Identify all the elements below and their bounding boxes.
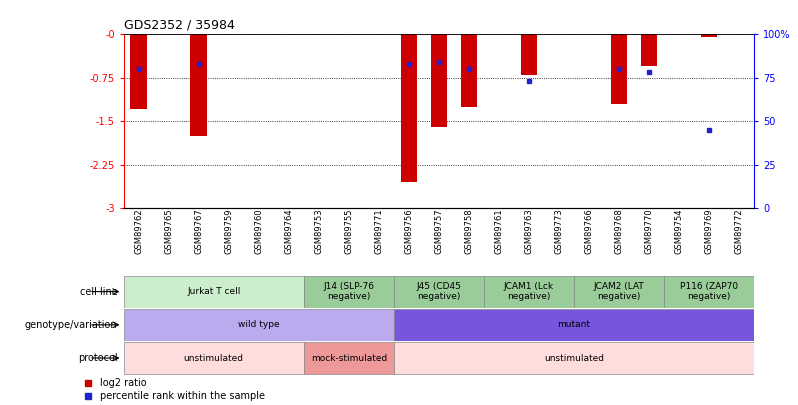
Bar <box>701 34 717 37</box>
Text: mock-stimulated: mock-stimulated <box>310 354 387 362</box>
Bar <box>574 276 664 307</box>
Text: GSM89762: GSM89762 <box>134 208 143 254</box>
Text: wild type: wild type <box>238 320 279 329</box>
Text: GSM89755: GSM89755 <box>345 208 354 254</box>
Text: GSM89763: GSM89763 <box>524 208 533 254</box>
Text: GSM89765: GSM89765 <box>164 208 173 254</box>
Bar <box>484 276 574 307</box>
Bar <box>641 34 658 66</box>
Text: cell line: cell line <box>80 287 117 296</box>
Text: GSM89759: GSM89759 <box>224 208 233 254</box>
Bar <box>521 34 537 75</box>
Text: mutant: mutant <box>558 320 591 329</box>
Bar <box>664 276 754 307</box>
Text: J45 (CD45
negative): J45 (CD45 negative) <box>417 282 461 301</box>
Bar <box>124 309 394 341</box>
Bar <box>401 34 417 182</box>
Bar <box>304 276 394 307</box>
Bar <box>431 34 447 127</box>
Text: GSM89770: GSM89770 <box>645 208 654 254</box>
Bar <box>124 342 304 374</box>
Text: unstimulated: unstimulated <box>544 354 604 362</box>
Text: log2 ratio: log2 ratio <box>100 378 146 388</box>
Text: GSM89771: GSM89771 <box>374 208 383 254</box>
Bar <box>130 34 147 109</box>
Bar <box>394 309 754 341</box>
Text: GSM89754: GSM89754 <box>674 208 684 254</box>
Text: GSM89758: GSM89758 <box>464 208 473 254</box>
Text: JCAM1 (Lck
negative): JCAM1 (Lck negative) <box>504 282 554 301</box>
Text: genotype/variation: genotype/variation <box>25 320 117 330</box>
Bar <box>610 34 627 104</box>
Text: JCAM2 (LAT
negative): JCAM2 (LAT negative) <box>594 282 645 301</box>
Text: GDS2352 / 35984: GDS2352 / 35984 <box>124 19 235 32</box>
Text: GSM89764: GSM89764 <box>284 208 294 254</box>
Text: J14 (SLP-76
negative): J14 (SLP-76 negative) <box>323 282 374 301</box>
Bar <box>460 34 477 107</box>
Bar <box>394 342 754 374</box>
Text: Jurkat T cell: Jurkat T cell <box>187 287 240 296</box>
Text: GSM89760: GSM89760 <box>255 208 263 254</box>
Text: P116 (ZAP70
negative): P116 (ZAP70 negative) <box>680 282 738 301</box>
Text: GSM89767: GSM89767 <box>194 208 203 254</box>
Text: GSM89769: GSM89769 <box>705 208 713 254</box>
Bar <box>394 276 484 307</box>
Bar <box>191 34 207 136</box>
Text: GSM89756: GSM89756 <box>405 208 413 254</box>
Text: GSM89766: GSM89766 <box>584 208 594 254</box>
Text: GSM89753: GSM89753 <box>314 208 323 254</box>
Bar <box>304 342 394 374</box>
Text: percentile rank within the sample: percentile rank within the sample <box>100 392 265 401</box>
Text: protocol: protocol <box>77 353 117 363</box>
Text: GSM89757: GSM89757 <box>434 208 444 254</box>
Text: GSM89761: GSM89761 <box>495 208 504 254</box>
Text: GSM89773: GSM89773 <box>555 208 563 254</box>
Bar <box>124 276 304 307</box>
Text: GSM89772: GSM89772 <box>735 208 744 254</box>
Text: GSM89768: GSM89768 <box>614 208 623 254</box>
Text: unstimulated: unstimulated <box>184 354 243 362</box>
